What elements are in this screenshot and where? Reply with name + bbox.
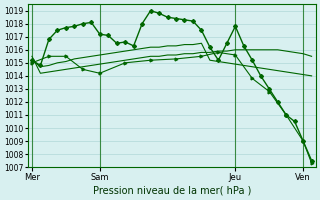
X-axis label: Pression niveau de la mer( hPa ): Pression niveau de la mer( hPa ) — [92, 186, 251, 196]
